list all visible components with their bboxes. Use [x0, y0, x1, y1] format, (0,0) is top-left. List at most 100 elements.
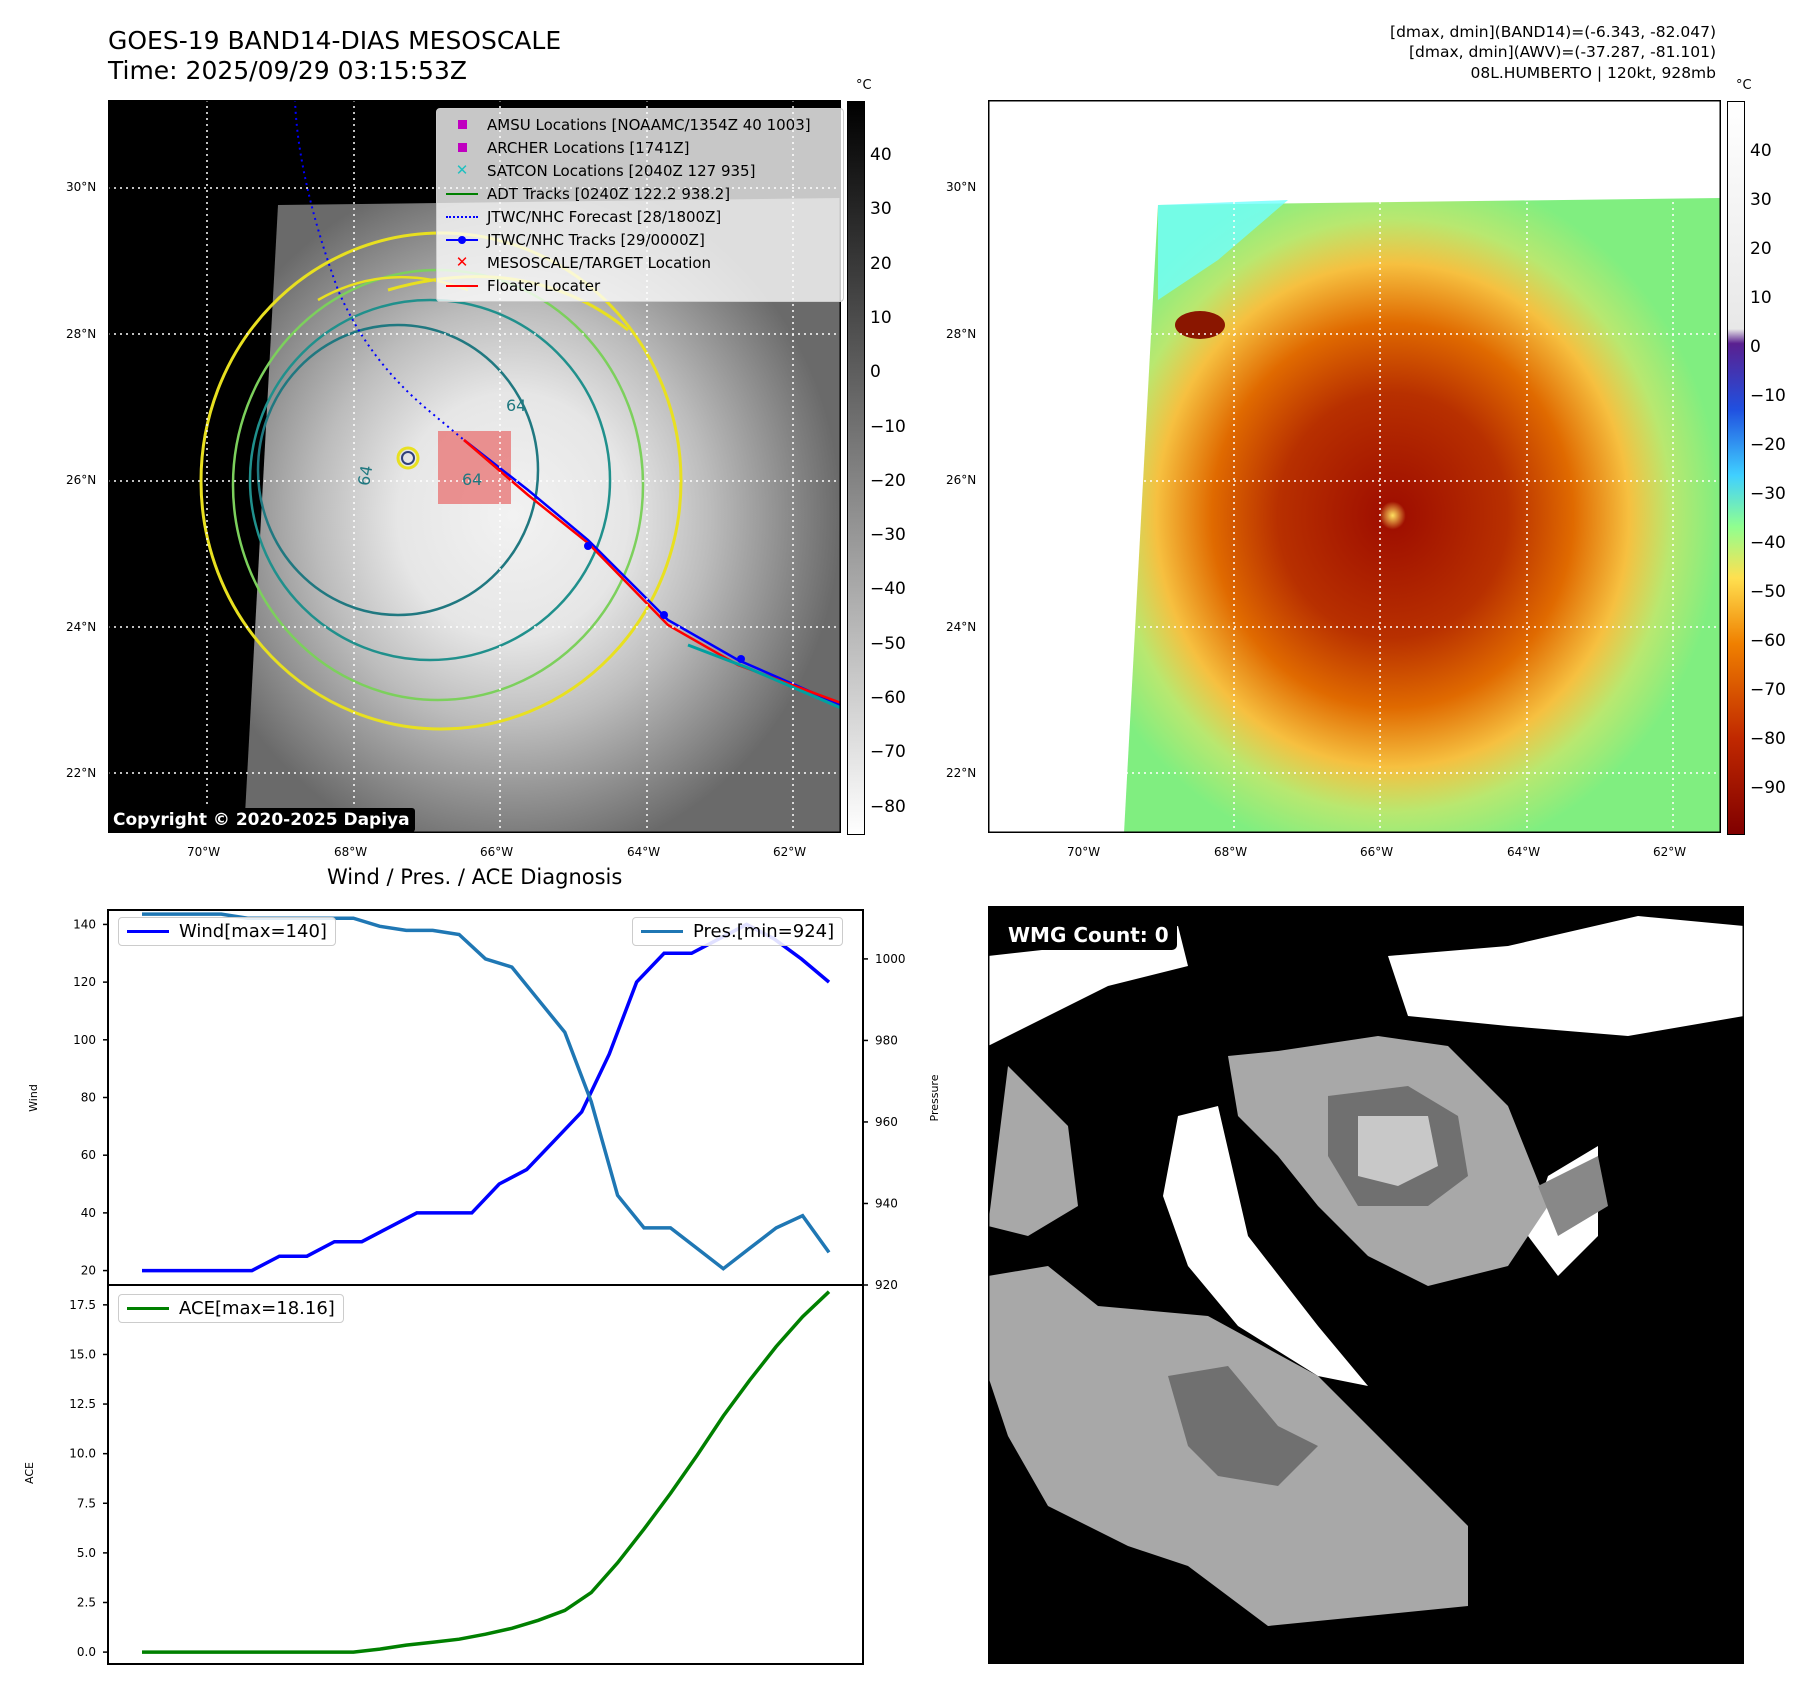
contour-label: 64 — [354, 463, 377, 488]
lon-label: 62°W — [773, 845, 807, 859]
axis-tick-label: 980 — [875, 1033, 898, 1047]
colorbar-tick: −10 — [870, 416, 906, 437]
lat-label: 22°N — [66, 766, 97, 780]
pres-legend: Pres.[min=924] — [632, 917, 844, 946]
axis-tick-label: 5.0 — [77, 1546, 96, 1560]
map-legend-label: JTWC/NHC Forecast [28/1800Z] — [487, 207, 722, 226]
colorbar-tick: −90 — [1750, 778, 1786, 798]
line-dot-marker-icon — [445, 235, 479, 244]
colorbar-tick: 20 — [1750, 239, 1772, 259]
colorbar-tick: 10 — [1750, 288, 1772, 308]
awv-stats: [dmax, dmin](AWV)=(-37.287, -81.101) — [1409, 43, 1716, 61]
diagnosis-chart: 140 120 100 80 60 40 20 1000 980 960 940 920 17.5 15.… — [23, 909, 940, 1665]
axis-tick-label: 120 — [73, 975, 96, 989]
map-legend-item: ARCHER Locations [1741Z] — [445, 136, 835, 159]
line-marker-icon — [445, 192, 479, 195]
lon-label: 68°W — [1214, 845, 1248, 859]
map-legend-label: SATCON Locations [2040Z 127 935] — [487, 161, 756, 180]
map-legend-label: JTWC/NHC Tracks [29/0000Z] — [487, 230, 705, 249]
lon-label: 66°W — [1360, 845, 1394, 859]
colorbar-tick: −20 — [1750, 435, 1786, 455]
lat-label: 30°N — [66, 180, 97, 194]
axis-tick-label: 1000 — [875, 952, 906, 966]
lat-label: 22°N — [946, 766, 977, 780]
ace-legend: ACE[max=18.16] — [118, 1294, 344, 1323]
x-marker-icon: ✕ — [455, 253, 469, 271]
axis-tick-label: 100 — [73, 1033, 96, 1047]
pressure-axis-label: Pressure — [928, 1074, 940, 1121]
colorbar-tick: −60 — [870, 688, 906, 708]
colorbar-tick: −50 — [870, 633, 906, 654]
wind-legend: Wind[max=140] — [118, 917, 336, 946]
colorbar-tick: −60 — [1750, 631, 1786, 651]
map-legend-item: ADT Tracks [0240Z 122.2 938.2] — [445, 182, 835, 205]
map-legend: AMSU Locations [NOAAMC/1354Z 40 1003] ARC… — [436, 108, 844, 302]
map-legend-label: Floater Locater — [487, 276, 601, 295]
figure-time: Time: 2025/09/29 03:15:53Z — [108, 56, 467, 85]
colorbar-band14 — [847, 101, 865, 835]
lat-label: 26°N — [66, 473, 97, 487]
axis-tick-label: 140 — [73, 917, 96, 931]
colorbar-awv — [1727, 101, 1745, 835]
map-legend-label: ADT Tracks [0240Z 122.2 938.2] — [487, 184, 731, 203]
map-legend-label: ARCHER Locations [1741Z] — [487, 138, 690, 157]
colorbar-tick: −80 — [1750, 729, 1786, 749]
lon-label: 62°W — [1653, 845, 1687, 859]
axis-tick-label: 20 — [81, 1264, 96, 1278]
x-marker-icon: ✕ — [455, 161, 469, 179]
axis-tick-label: 920 — [875, 1278, 898, 1292]
colorbar-tick: 10 — [870, 307, 892, 328]
pressure-series-line — [142, 912, 831, 1271]
wind-axis-label: Wind — [27, 1084, 40, 1112]
axis-tick-label: 7.5 — [77, 1496, 96, 1510]
colorbar-tick: 40 — [870, 145, 892, 165]
colorbar-tick: 30 — [1750, 190, 1772, 210]
square-marker-icon — [445, 120, 479, 129]
axis-tick-label: 2.5 — [77, 1595, 96, 1609]
colorbar-tick: 30 — [870, 199, 892, 220]
colorbar-tick: −40 — [870, 579, 906, 600]
colorbar-tick: −20 — [870, 470, 906, 491]
ace-frame — [107, 1284, 864, 1665]
map-legend-item: ✕ MESOSCALE/TARGET Location — [445, 251, 835, 274]
colorbar-tick: −30 — [870, 525, 906, 546]
square-marker-icon — [445, 143, 479, 152]
lon-label: 64°W — [627, 845, 661, 859]
axis-tick-label: 12.5 — [69, 1397, 96, 1411]
lat-label: 30°N — [946, 180, 977, 194]
lat-label: 26°N — [946, 473, 977, 487]
contour-label: 64 — [462, 470, 483, 489]
colorbar-tick: 0 — [870, 362, 881, 383]
colorbar-tick: −40 — [1750, 533, 1786, 553]
lat-label: 24°N — [946, 620, 977, 634]
colorbar-tick: 40 — [1750, 141, 1772, 161]
axis-tick-label: 0.0 — [77, 1645, 96, 1659]
colorbar-tick: −70 — [870, 742, 906, 763]
lat-label: 28°N — [946, 327, 977, 341]
map-legend-label: MESOSCALE/TARGET Location — [487, 253, 712, 272]
lat-label: 28°N — [66, 327, 97, 341]
line-marker-icon — [445, 284, 479, 287]
wind-pres-frame — [107, 909, 864, 1286]
lon-label: 68°W — [334, 845, 368, 859]
colorbar-unit: °C — [856, 78, 872, 93]
awv-map — [988, 100, 1721, 833]
lon-label: 70°W — [1067, 845, 1101, 859]
wind-series-line — [142, 922, 831, 1273]
dotted-marker-icon — [445, 215, 479, 218]
colorbar-tick: −70 — [1750, 680, 1786, 700]
lon-label: 66°W — [480, 845, 514, 859]
ace-series-line — [142, 1290, 831, 1654]
axis-tick-label: 17.5 — [69, 1298, 96, 1312]
map-legend-item: JTWC/NHC Forecast [28/1800Z] — [445, 205, 835, 228]
satellite-image — [244, 198, 841, 833]
colorbar-tick: −50 — [1750, 582, 1786, 602]
axis-tick-label: 40 — [81, 1206, 96, 1220]
map-legend-item: ✕ SATCON Locations [2040Z 127 935] — [445, 159, 835, 182]
map-legend-label: AMSU Locations [NOAAMC/1354Z 40 1003] — [487, 115, 811, 134]
band14-stats: [dmax, dmin](BAND14)=(-6.343, -82.047) — [1390, 23, 1716, 41]
map-legend-item: AMSU Locations [NOAAMC/1354Z 40 1003] — [445, 113, 835, 136]
lon-label: 70°W — [187, 845, 221, 859]
contour-label: 64 — [506, 396, 527, 415]
ace-axis-label: ACE — [23, 1462, 36, 1484]
